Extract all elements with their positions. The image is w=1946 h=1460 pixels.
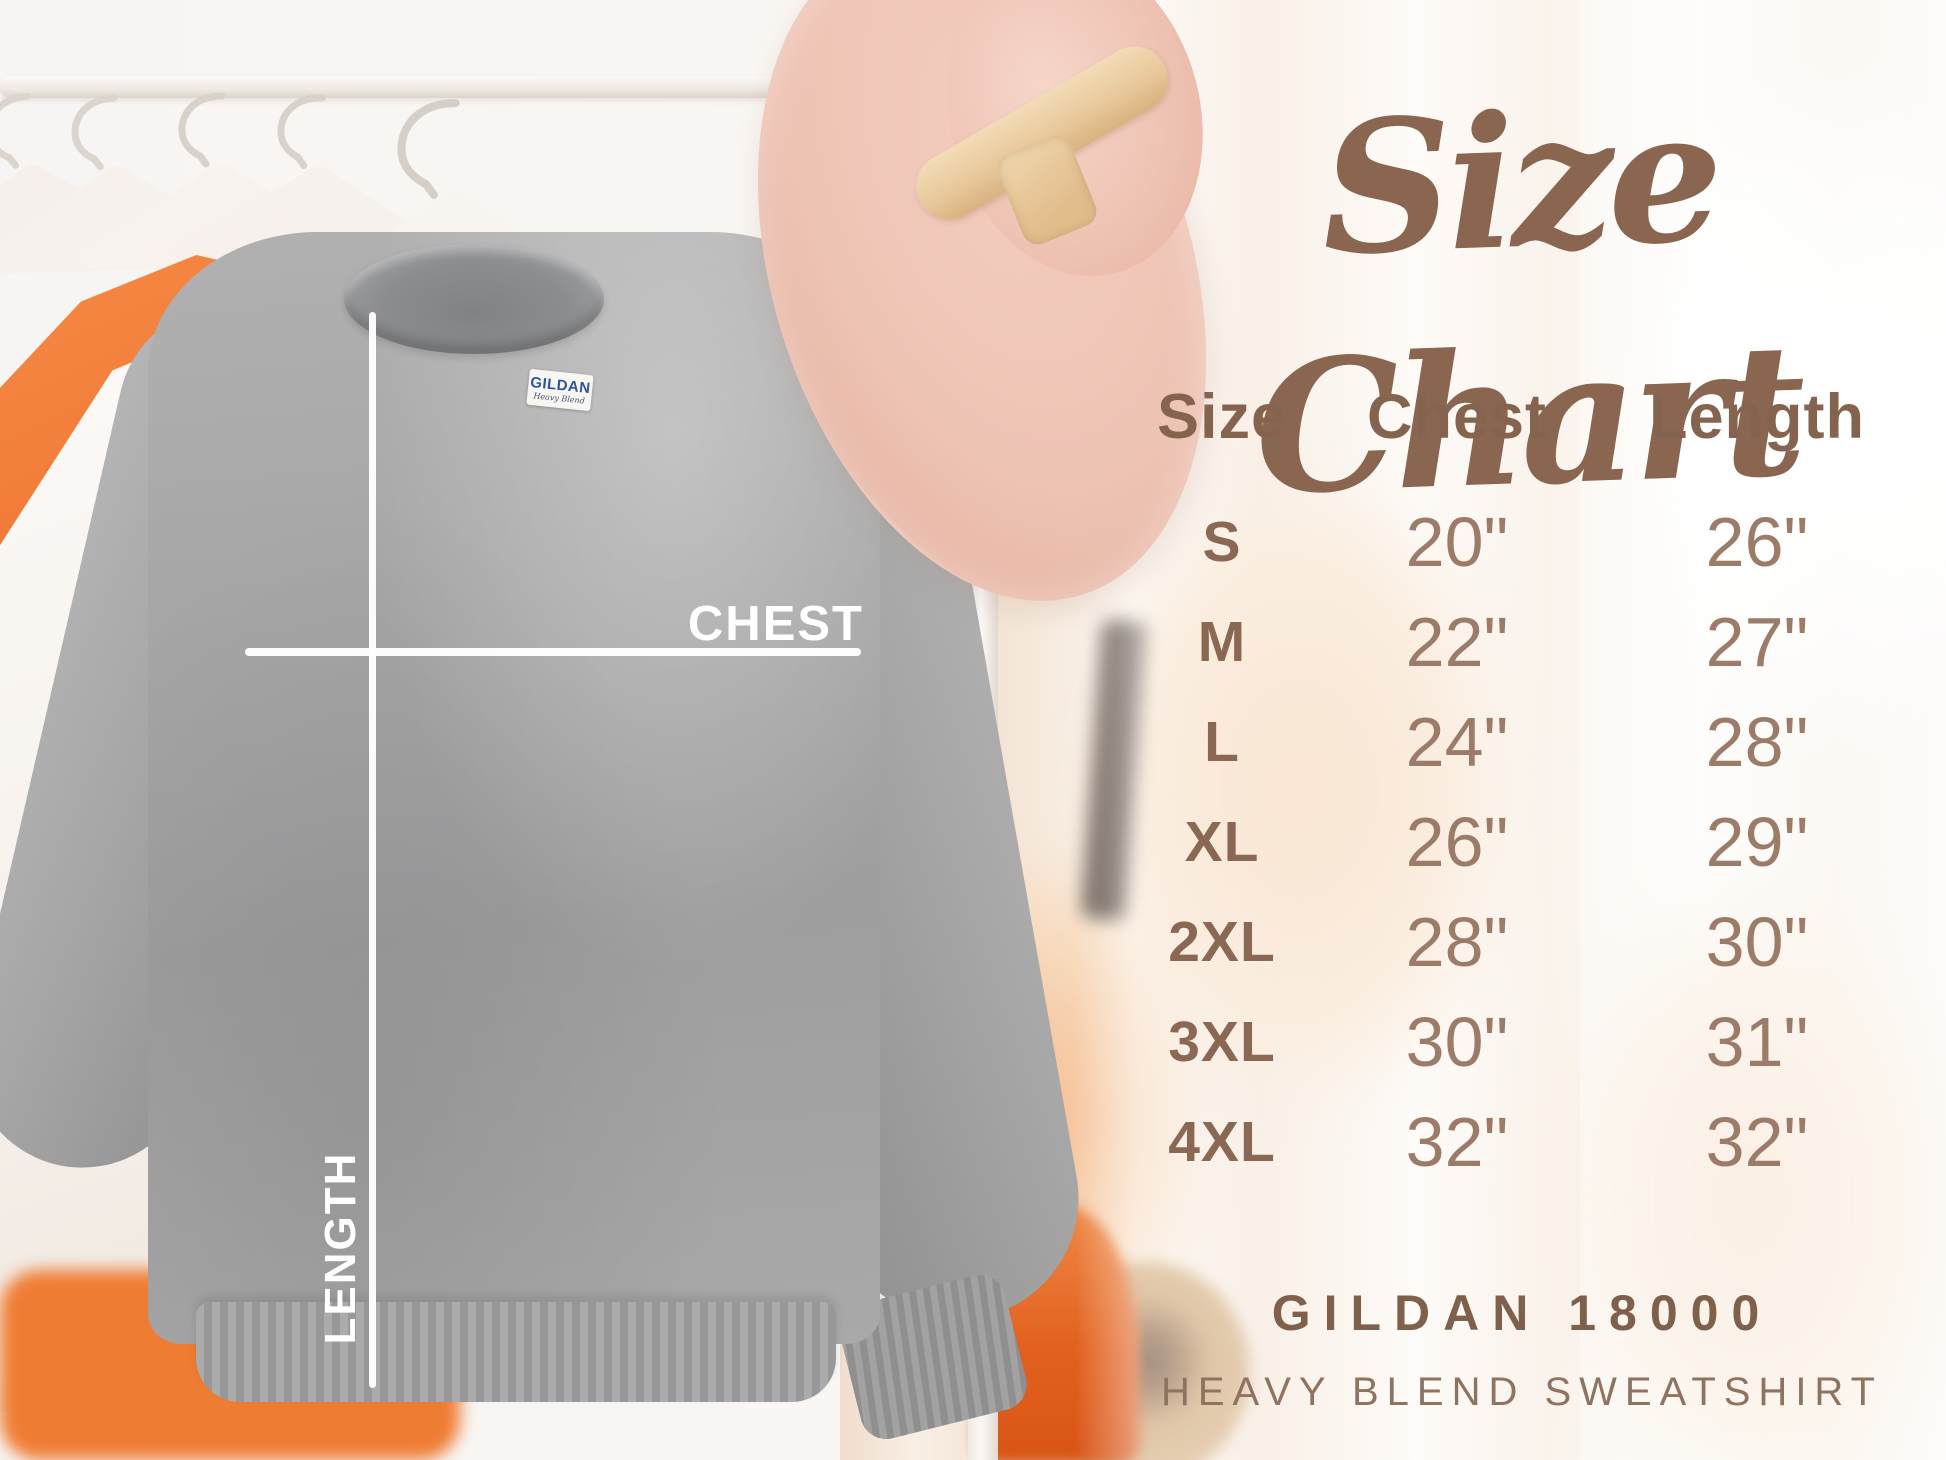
size-table-body: S 20" 26" M 22" 27" L 24" 28" XL 26" 29"… <box>1115 492 1929 1192</box>
sweatshirt-body <box>148 232 880 1344</box>
gildan-neck-tag: GILDAN Heavy Blend <box>526 368 594 412</box>
size-cell: 4XL <box>1168 1110 1276 1174</box>
sweatshirt-hem-ribbing <box>196 1302 836 1402</box>
chest-measure-line <box>245 648 861 656</box>
size-cell: M <box>1197 610 1247 674</box>
pampas-grass-blur <box>1540 880 1946 1460</box>
product-code: GILDAN 18000 <box>1271 1285 1773 1341</box>
chest-cell: 30" <box>1405 1003 1509 1081</box>
length-cell: 26" <box>1705 503 1809 581</box>
size-cell: XL <box>1184 810 1260 874</box>
header-chest: Chest <box>1366 382 1548 452</box>
rack-rail <box>0 76 940 98</box>
white-overlay-panel <box>1075 0 1946 1460</box>
length-cell: 31" <box>1705 1003 1809 1081</box>
size-table: Size Chest Length S 20" 26" M 22" 27" L … <box>1115 378 1929 1192</box>
length-cell: 32" <box>1705 1103 1809 1181</box>
table-row: 4XL 32" 32" <box>1115 1092 1929 1192</box>
table-row: S 20" 26" <box>1115 492 1929 592</box>
length-cell: 27" <box>1705 603 1809 681</box>
size-cell: 3XL <box>1168 1010 1276 1074</box>
chest-cell: 32" <box>1405 1103 1509 1181</box>
length-cell: 30" <box>1705 903 1809 981</box>
size-cell: L <box>1204 710 1240 774</box>
table-row: 3XL 30" 31" <box>1115 992 1929 1092</box>
table-row: L 24" 28" <box>1115 692 1929 792</box>
table-row: M 22" 27" <box>1115 592 1929 692</box>
chest-cell: 28" <box>1405 903 1509 981</box>
product-footer: GILDAN 18000 HEAVY BLEND SWEATSHIRT <box>1115 1284 1929 1415</box>
chest-cell: 26" <box>1405 803 1509 881</box>
table-row: XL 26" 29" <box>1115 792 1929 892</box>
size-cell: S <box>1202 510 1242 574</box>
chest-cell: 24" <box>1405 703 1509 781</box>
header-length: Length <box>1649 382 1865 452</box>
white-overlay-panel <box>1580 0 1946 1460</box>
page-title: Size Chart <box>1251 68 1804 535</box>
length-measure-line <box>369 312 376 1388</box>
header-size: Size <box>1156 382 1288 452</box>
length-label: LENGTH <box>316 1151 365 1345</box>
window-light-glow <box>1620 60 1946 760</box>
size-cell: 2XL <box>1168 910 1276 974</box>
product-name: HEAVY BLEND SWEATSHIRT <box>1160 1370 1884 1414</box>
sweatshirt-collar <box>344 244 604 354</box>
table-row: 2XL 28" 30" <box>1115 892 1929 992</box>
chest-cell: 22" <box>1405 603 1509 681</box>
chest-label: CHEST <box>687 597 864 651</box>
length-cell: 28" <box>1705 703 1809 781</box>
length-cell: 29" <box>1705 803 1809 881</box>
size-table-header: Size Chest Length <box>1115 378 1929 456</box>
chest-cell: 20" <box>1405 503 1509 581</box>
